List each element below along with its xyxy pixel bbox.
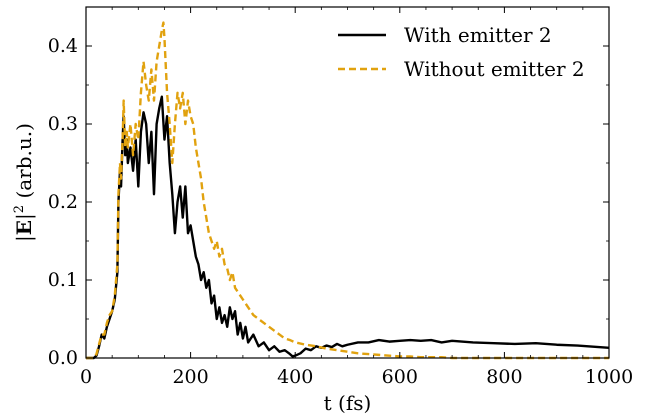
x-axis-label: t (fs) xyxy=(324,391,372,415)
x-tick-label: 600 xyxy=(382,366,418,388)
legend-label-with-emitter-2: With emitter 2 xyxy=(404,23,552,47)
y-axis-label-suffix: | xyxy=(12,213,37,220)
axis-ticks xyxy=(85,7,610,359)
y-axis-label-sup: 2 xyxy=(12,205,27,213)
y-tick-label: 0.1 xyxy=(48,269,78,291)
y-axis-label-bold: E xyxy=(12,220,36,235)
y-axis-label-prefix: | xyxy=(12,235,37,242)
series-line-with-emitter-2 xyxy=(86,95,610,360)
x-tick-label: 200 xyxy=(172,366,208,388)
series-line-without-emitter-2 xyxy=(86,21,609,360)
y-tick-label: 0.4 xyxy=(48,35,78,57)
legend-label-without-emitter-2: Without emitter 2 xyxy=(404,57,585,81)
y-tick-label: 0.3 xyxy=(48,113,78,135)
plot-lines xyxy=(86,21,610,360)
y-tick-label: 0.2 xyxy=(48,191,78,213)
y-axis-label: |E|2 (arb.u.) xyxy=(12,123,37,242)
y-tick-label: 0.0 xyxy=(48,347,78,369)
y-axis-label-tail: (arb.u.) xyxy=(12,123,36,205)
legend: With emitter 2 Without emitter 2 xyxy=(338,23,585,81)
x-tick-label: 800 xyxy=(486,366,522,388)
x-tick-label: 400 xyxy=(277,366,313,388)
x-tick-label: 1000 xyxy=(585,366,633,388)
axis-tick-labels: 0 200 400 600 800 1000 0.0 0.1 0.2 0.3 0.4 xyxy=(48,35,633,388)
x-tick-label: 0 xyxy=(80,366,92,388)
